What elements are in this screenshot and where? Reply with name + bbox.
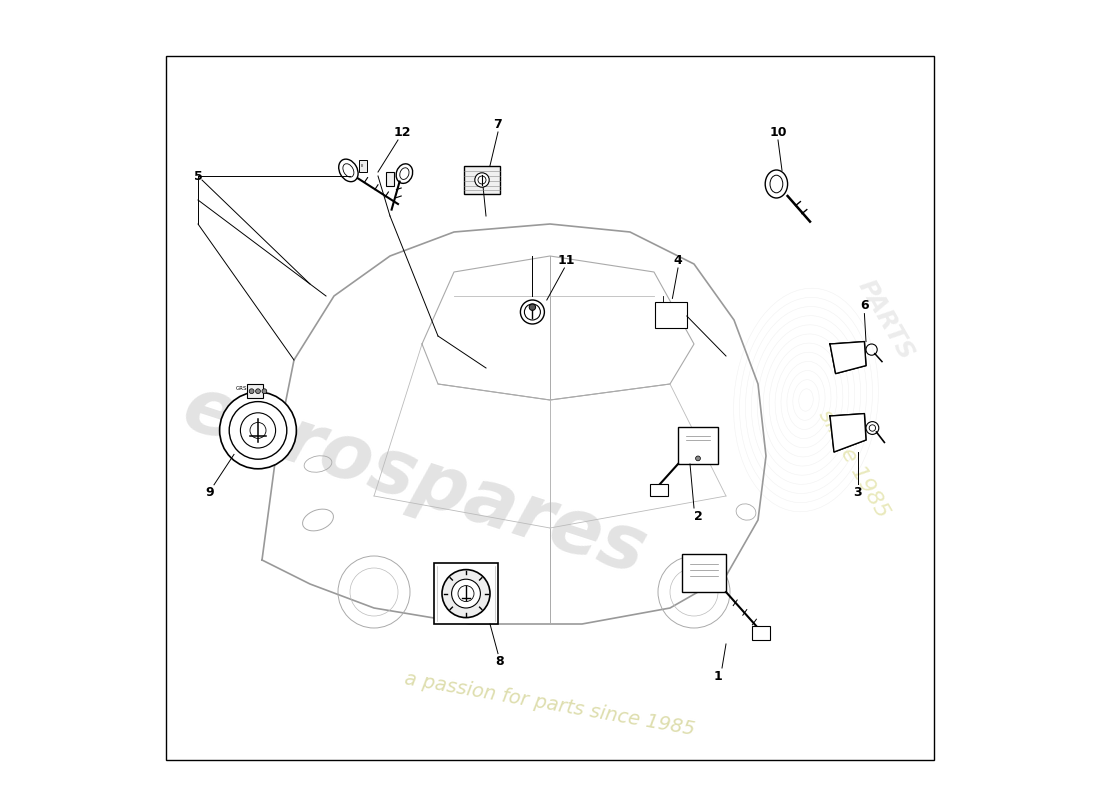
- Bar: [464, 166, 499, 194]
- Text: GRS: GRS: [235, 386, 248, 391]
- Circle shape: [250, 389, 254, 394]
- Circle shape: [695, 456, 701, 461]
- Bar: [752, 626, 770, 640]
- Bar: [434, 563, 498, 624]
- Text: 6: 6: [860, 299, 869, 312]
- Text: a passion for parts since 1985: a passion for parts since 1985: [404, 669, 696, 739]
- Circle shape: [452, 579, 481, 608]
- Circle shape: [529, 304, 536, 310]
- Text: 11: 11: [558, 254, 574, 266]
- Text: PARTS: PARTS: [854, 276, 918, 364]
- Bar: [654, 302, 686, 328]
- Text: 7: 7: [494, 118, 503, 130]
- Text: 3: 3: [854, 486, 862, 498]
- Bar: [359, 160, 366, 172]
- Bar: [386, 172, 394, 186]
- Bar: [678, 427, 718, 464]
- Ellipse shape: [520, 300, 544, 324]
- Text: 10: 10: [769, 126, 786, 138]
- Text: since 1985: since 1985: [815, 406, 893, 522]
- Circle shape: [220, 392, 296, 469]
- Text: III: III: [361, 164, 364, 168]
- Text: 1: 1: [714, 670, 723, 682]
- Bar: [166, 56, 934, 760]
- Text: 2: 2: [694, 510, 703, 522]
- Bar: [650, 484, 668, 496]
- Circle shape: [442, 570, 490, 618]
- Text: 12: 12: [394, 126, 410, 138]
- Ellipse shape: [475, 173, 490, 187]
- Bar: [682, 554, 726, 592]
- Text: 5: 5: [194, 170, 202, 182]
- Text: 8: 8: [495, 655, 504, 668]
- Polygon shape: [830, 414, 866, 452]
- Circle shape: [255, 389, 261, 394]
- Text: eurospares: eurospares: [173, 370, 654, 590]
- Text: 4: 4: [673, 254, 682, 266]
- Text: 9: 9: [206, 486, 214, 499]
- Circle shape: [262, 389, 267, 394]
- Polygon shape: [830, 342, 866, 374]
- Bar: [246, 384, 263, 398]
